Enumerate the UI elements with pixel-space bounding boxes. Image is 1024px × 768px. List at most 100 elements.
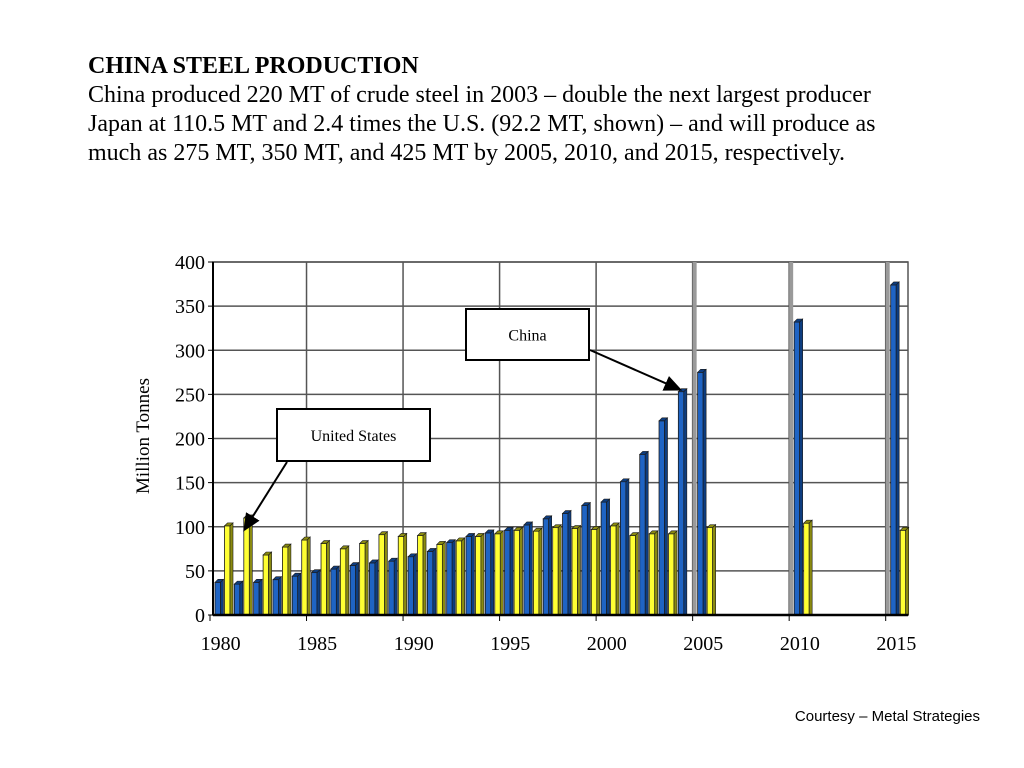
bar-china-face [890,284,897,616]
bar-us-side [499,530,504,616]
bar-us-side [306,536,311,616]
bar-us [339,545,350,616]
bar-china [638,450,649,616]
bar-us-face [320,543,327,616]
bar-us [416,531,427,616]
bar-china [465,532,476,616]
bar-us [513,526,524,616]
bar-china-side [664,417,668,616]
bar-china [252,578,263,616]
bar-china-face [291,575,299,616]
bar-us [609,522,620,616]
bar-china-face [620,481,627,616]
bar-us-face [224,525,231,616]
bar-us-side [673,530,678,616]
bar-us-side [519,526,523,616]
bar-us-face [668,533,675,616]
bar-us-side [635,531,639,616]
bar-china [677,388,688,616]
bar-us [706,523,717,616]
bar-us [358,539,369,616]
x-tick-label: 1985 [297,633,337,655]
bar-us-face [532,530,540,616]
bar-china [272,575,283,616]
bar-china [349,561,360,616]
bar-china-side [393,557,398,616]
bar-china-side [529,521,533,616]
bar-china [561,509,572,616]
callout-label: United States [311,428,397,445]
bar-china-side [702,368,707,616]
x-tick-label: 2000 [587,633,627,655]
bar-us [802,519,813,616]
bar-us-face [571,528,578,616]
bar-us [899,526,910,616]
callout-box [465,308,590,361]
bar-us-face [610,525,617,616]
bar-us-side [615,522,620,616]
bar-china [214,578,225,616]
bar-us-side [229,522,234,616]
bar-china-side [644,450,649,616]
bar-china-side [220,578,224,616]
bar-us-side [557,523,562,616]
bar-us [455,537,466,616]
bar-china-side [625,478,630,616]
bar-china-side [239,580,244,616]
bar-china-side [587,501,591,616]
bar-china-face [600,501,608,616]
bar-us-face [282,546,289,616]
x-tick-label: 2005 [683,633,723,655]
bar-us-face [706,527,714,616]
y-tick-label: 0 [195,605,205,627]
bar-china-face [581,505,588,616]
y-tick-label: 50 [185,561,205,583]
bar-us-face [552,527,559,616]
bar-us-face [629,535,636,616]
bar-china-side [799,318,803,616]
bar-us-side [442,540,446,616]
bar-china [793,318,804,616]
bar-china-face [697,371,704,616]
bar-china-face [793,321,801,616]
heading: CHINA STEEL PRODUCTION China produced 22… [88,52,928,168]
forecast-shadow [789,262,794,615]
bar-china-side [297,572,302,616]
bar-china-side [258,578,263,616]
bar-china-side [683,388,688,616]
x-tick-label: 1995 [490,633,530,655]
heading-title: CHINA STEEL PRODUCTION [88,53,419,79]
bar-us-face [803,522,810,616]
bar-china [523,521,534,616]
bar-us [300,536,311,616]
credit-text: Courtesy – Metal Strategies [794,708,980,725]
bar-us-face [899,529,907,616]
forecast-shadow [692,262,697,615]
bar-china [658,417,669,616]
bar-us-face [417,535,424,616]
bar-china-side [355,561,359,616]
bar-china [696,368,707,616]
bar-us [436,540,447,616]
bar-us-side [364,539,369,616]
bar-china-face [658,420,665,616]
bar-us [494,530,505,616]
bar-us [397,532,408,616]
bar-us-face [359,543,366,616]
bar-us [532,527,543,616]
bar-china-face [369,562,376,616]
bar-us-side [268,551,272,616]
bar-us-face [494,533,501,616]
y-tick-labels: 0 50 100 150 200 250 300 350 400 [175,252,205,627]
bar-china [310,568,321,616]
bar-us-side [287,543,292,616]
bar-china-face [484,532,492,616]
bar-us-side [905,526,909,616]
bar-us [474,532,485,616]
bar-us-face [397,536,405,616]
bar-china-side [336,565,340,616]
bar-china [426,547,437,616]
forecast-shadow [885,262,890,615]
y-tick-label: 400 [175,252,205,274]
bar-us [281,543,292,616]
